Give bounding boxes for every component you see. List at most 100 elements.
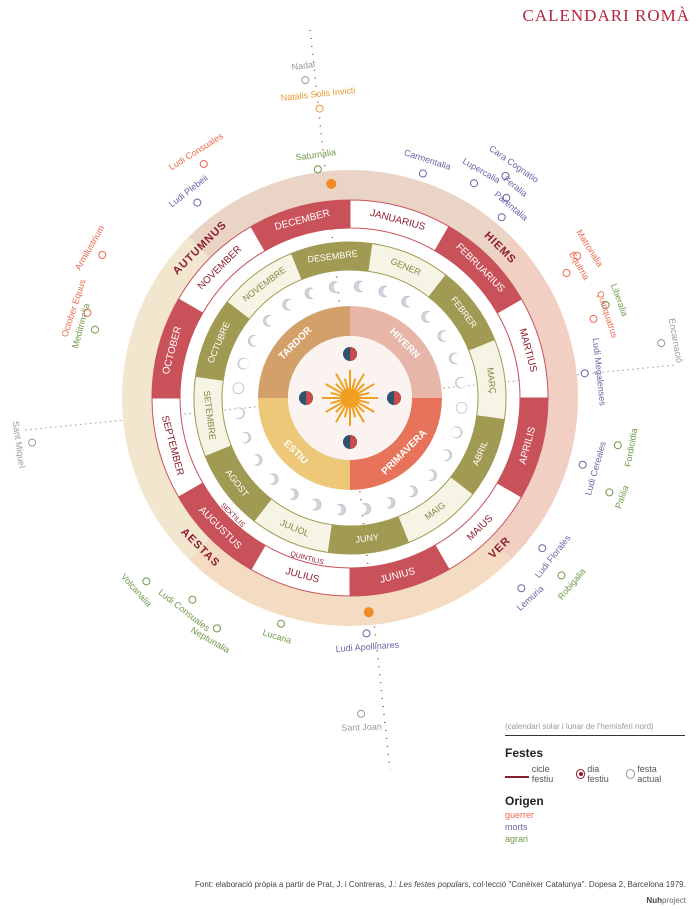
moon-phase-light — [233, 408, 244, 419]
earth-shade — [350, 435, 357, 449]
legend-origen-morts: morts — [505, 822, 528, 832]
festival-marker-icon — [497, 213, 506, 222]
moon-phase-light — [403, 486, 414, 497]
moon-phase-light — [450, 427, 461, 438]
season-band-segment — [188, 170, 512, 258]
festival-marker-icon — [90, 325, 99, 334]
festival-marker-icon — [301, 76, 310, 85]
solstice-sun-icon — [326, 178, 337, 189]
sun-ray — [325, 383, 342, 394]
season-band-segment — [490, 236, 578, 560]
festival-marker-icon — [470, 179, 478, 188]
sun-ray — [354, 406, 365, 423]
festival-marker-icon — [28, 438, 37, 447]
festival-marker-icon — [501, 172, 510, 181]
legend: (calendari solar i lunar de l'hemisferi … — [505, 722, 685, 844]
legend-cicle-label: cicle festiu — [531, 764, 554, 784]
festival-label: Ludi Plebeii — [167, 173, 210, 210]
sun-ray — [343, 407, 349, 418]
legend-cicle-festiu: cicle festiu — [505, 764, 570, 784]
sun-ray — [356, 404, 365, 413]
sun-ray — [330, 391, 341, 397]
moon-phase-light — [233, 383, 244, 394]
legend-festa-actual: festa actual — [625, 764, 679, 784]
festival-label: Ludi Megalenses — [591, 337, 608, 406]
festival-marker-icon — [199, 159, 208, 168]
solstice-sun-icon — [363, 607, 374, 618]
page-title: CALENDARI ROMÀ — [522, 6, 690, 25]
festival-marker-icon — [601, 300, 610, 309]
moon-phase-light — [306, 499, 317, 510]
festival-marker-icon — [83, 308, 92, 317]
moon-phase-light — [425, 311, 436, 322]
festival-marker-icon — [213, 624, 221, 633]
sun-ray — [356, 383, 365, 392]
legend-dia-label: dia festiu — [587, 764, 609, 784]
month-catalan-label: JUNY — [355, 532, 380, 545]
cicle-line-icon — [505, 770, 529, 778]
sun-ray — [359, 399, 370, 405]
moon-phase-light — [381, 497, 392, 508]
moon-phase-light — [356, 503, 367, 514]
festival-label: Ludi Consuales — [157, 587, 212, 633]
season-band-segment — [188, 538, 512, 626]
moon-phase-light — [239, 358, 250, 369]
festival-label: Lupercalia — [461, 156, 502, 185]
festival-marker-icon — [605, 488, 614, 497]
source-suffix: , col·lecció "Conèixer Catalunya". Dopes… — [468, 880, 686, 889]
festival-marker-icon — [313, 165, 322, 174]
legend-origen-agrari: agrari — [505, 834, 529, 844]
sun-ray — [335, 404, 344, 413]
legend-origen-guerrer: guerrer — [505, 810, 535, 820]
moon-phase-light — [284, 489, 295, 500]
festival-label: Palilia — [613, 484, 631, 510]
moon-phase-light — [423, 470, 434, 481]
sun-ray — [358, 383, 375, 394]
month-catalan-segment — [290, 241, 373, 280]
festival-label: Carmentalia — [403, 147, 452, 172]
festival-marker-icon — [277, 619, 286, 628]
moon-phase-light — [250, 335, 261, 346]
legend-festes-title: Festes — [505, 746, 544, 760]
earth-shade — [350, 347, 357, 361]
source-note: Font: elaboració pròpia a partir de Prat… — [195, 880, 686, 889]
festival-label: Ludi Consuales — [167, 131, 225, 173]
sun-ray — [359, 391, 370, 397]
earth-shade — [394, 391, 401, 405]
sun-icon — [340, 388, 360, 408]
moon-phase-light — [451, 353, 462, 364]
brand-rest: project — [661, 896, 686, 905]
month-latin-segment — [250, 199, 351, 252]
festa-actual-icon — [625, 769, 636, 779]
festival-marker-icon — [418, 169, 427, 178]
festival-marker-icon — [557, 571, 566, 580]
moon-phase-light — [238, 432, 249, 443]
festival-label: Armilustrium — [73, 224, 107, 272]
festival-marker-icon — [613, 441, 622, 450]
moon-phase-light — [383, 286, 394, 297]
festival-marker-icon — [578, 460, 587, 469]
festival-marker-icon — [502, 193, 511, 202]
festival-marker-icon — [357, 709, 366, 718]
dia-festiu-icon — [575, 769, 586, 779]
legend-origen-title: Origen — [505, 794, 544, 808]
festival-label: Equirria — [567, 250, 591, 282]
festival-label: Ludi Apollinares — [335, 640, 400, 654]
festival-marker-icon — [362, 629, 371, 638]
festival-label: Lucaria — [262, 627, 293, 645]
moon-phase-light — [440, 331, 451, 342]
festival-marker-icon — [193, 198, 202, 207]
festival-marker-icon — [589, 314, 598, 323]
festival-label: Ludi Florales — [533, 533, 573, 580]
festival-marker-icon — [562, 269, 571, 277]
festival-marker-icon — [580, 369, 589, 378]
festival-marker-icon — [657, 339, 666, 348]
moon-phase-light — [264, 474, 275, 485]
sun-ray — [330, 399, 341, 405]
festival-label: Encarnació — [667, 318, 685, 364]
sun-ray — [351, 407, 357, 418]
festival-label: Saturnalia — [295, 147, 337, 163]
season-catalan-segment — [258, 398, 350, 490]
moon-phase-light — [249, 454, 260, 465]
